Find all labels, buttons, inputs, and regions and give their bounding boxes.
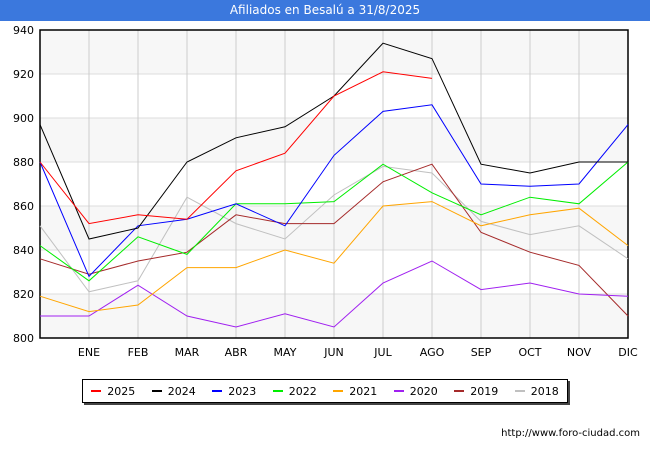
- legend-swatch: [272, 390, 283, 392]
- legend-swatch: [454, 390, 465, 392]
- series-line-2021: [39, 201, 629, 313]
- legend-swatch: [514, 390, 525, 392]
- series-line-2018: [39, 165, 629, 293]
- x-tick-label: JUL: [373, 346, 392, 359]
- y-tick-label: 820: [13, 288, 34, 301]
- series-line-2020: [40, 260, 629, 328]
- series-line-2025: [39, 71, 433, 225]
- series-line-2023: [39, 104, 629, 278]
- x-tick-label: JUN: [323, 346, 344, 359]
- y-tick-label: 840: [13, 244, 34, 257]
- plot-frame: [39, 29, 629, 339]
- legend-item-2023: 2023: [212, 385, 256, 398]
- legend-item-2021: 2021: [333, 385, 377, 398]
- legend-item-2024: 2024: [151, 384, 196, 398]
- legend-label: 2022: [288, 384, 317, 398]
- y-tick-label: 880: [13, 156, 34, 169]
- y-tick-label: 940: [13, 24, 34, 37]
- x-tick-label: AGO: [420, 346, 445, 359]
- legend-swatch: [151, 390, 162, 392]
- legend-swatch: [333, 390, 344, 392]
- legend-label: 2023: [228, 384, 257, 398]
- chart-title: Afiliados en Besalú a 31/8/2025: [0, 0, 650, 21]
- legend-item-2025: 2025: [91, 385, 135, 398]
- x-tick-label: NOV: [567, 346, 592, 359]
- x-tick-label: MAR: [175, 346, 200, 359]
- legend-label: 2018: [530, 384, 559, 398]
- x-tick-label: SEP: [471, 346, 492, 359]
- x-tick-label: OCT: [518, 346, 541, 359]
- legend-swatch: [91, 390, 102, 392]
- legend-label: 2024: [167, 384, 196, 398]
- x-tick-label: DIC: [618, 346, 638, 359]
- footer-url[interactable]: http://www.foro-ciudad.com: [501, 428, 640, 439]
- legend-swatch: [393, 390, 404, 392]
- legend-swatch: [212, 390, 223, 392]
- legend-label: 2025: [107, 384, 136, 398]
- series-line-2019: [39, 163, 629, 317]
- x-tick-label: ENE: [78, 346, 100, 359]
- x-tick-label: FEB: [128, 346, 149, 359]
- y-tick-label: 860: [13, 200, 34, 213]
- legend-item-2018: 2018: [514, 384, 559, 398]
- legend-label: 2020: [409, 384, 438, 398]
- legend-item-2022: 2022: [272, 384, 317, 398]
- y-tick-label: 920: [13, 68, 34, 81]
- legend-label: 2019: [470, 384, 499, 398]
- legend-item-2020: 2020: [393, 384, 438, 398]
- legend-item-2019: 2019: [454, 385, 498, 398]
- legend: 2025 2024 2023 2022 2021 2020 2019 2018: [82, 379, 568, 403]
- y-tick-label: 900: [13, 112, 34, 125]
- x-tick-label: ABR: [225, 346, 248, 359]
- series-line-2022: [39, 161, 629, 282]
- y-tick-label: 800: [13, 332, 34, 345]
- legend-label: 2021: [349, 384, 378, 398]
- x-tick-label: MAY: [274, 346, 297, 359]
